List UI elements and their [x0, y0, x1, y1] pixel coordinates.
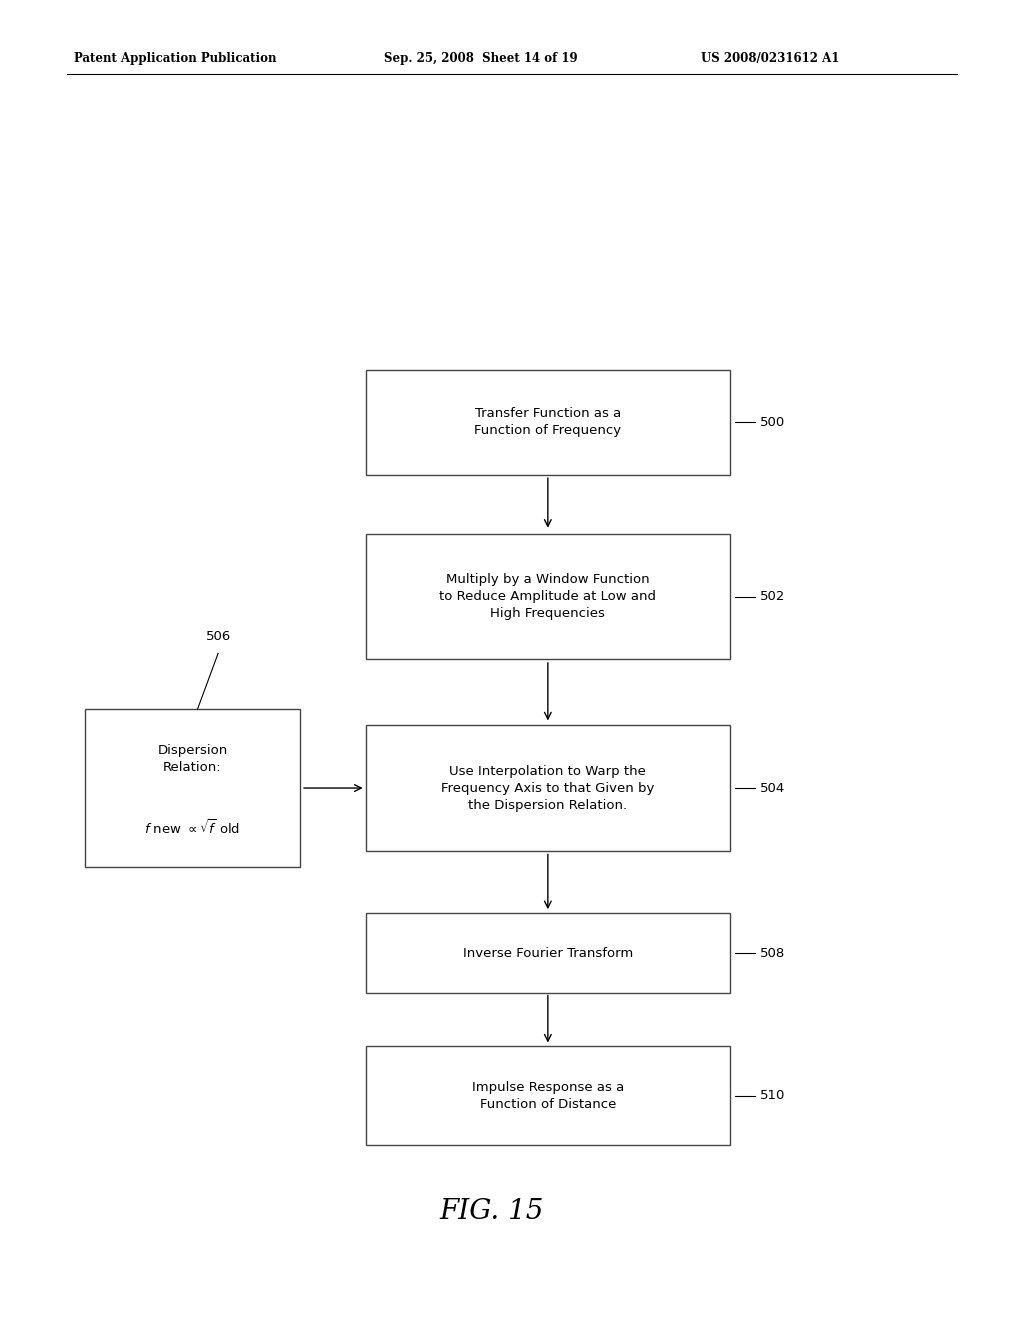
- Text: Sep. 25, 2008  Sheet 14 of 19: Sep. 25, 2008 Sheet 14 of 19: [384, 51, 578, 65]
- Bar: [367, 913, 729, 993]
- Text: FIG. 15: FIG. 15: [439, 1199, 544, 1225]
- Text: $\it{f}$ new $\propto\sqrt{\it{f}}$ old: $\it{f}$ new $\propto\sqrt{\it{f}}$ old: [144, 818, 241, 837]
- Text: Impulse Response as a
Function of Distance: Impulse Response as a Function of Distan…: [472, 1081, 624, 1110]
- Bar: [85, 709, 300, 867]
- Bar: [367, 370, 729, 475]
- Text: 506: 506: [206, 630, 230, 643]
- Text: 502: 502: [760, 590, 785, 603]
- Text: 510: 510: [760, 1089, 785, 1102]
- Text: 508: 508: [760, 946, 785, 960]
- Bar: [367, 1045, 729, 1144]
- Text: Multiply by a Window Function
to Reduce Amplitude at Low and
High Frequencies: Multiply by a Window Function to Reduce …: [439, 573, 656, 620]
- Text: Inverse Fourier Transform: Inverse Fourier Transform: [463, 946, 633, 960]
- Text: US 2008/0231612 A1: US 2008/0231612 A1: [701, 51, 840, 65]
- Text: 504: 504: [760, 781, 785, 795]
- Text: Patent Application Publication: Patent Application Publication: [74, 51, 276, 65]
- Text: Transfer Function as a
Function of Frequency: Transfer Function as a Function of Frequ…: [474, 408, 622, 437]
- Bar: [367, 533, 729, 659]
- Bar: [367, 726, 729, 850]
- Text: Dispersion
Relation:: Dispersion Relation:: [158, 744, 227, 774]
- Text: 500: 500: [760, 416, 785, 429]
- Text: Use Interpolation to Warp the
Frequency Axis to that Given by
the Dispersion Rel: Use Interpolation to Warp the Frequency …: [441, 764, 654, 812]
